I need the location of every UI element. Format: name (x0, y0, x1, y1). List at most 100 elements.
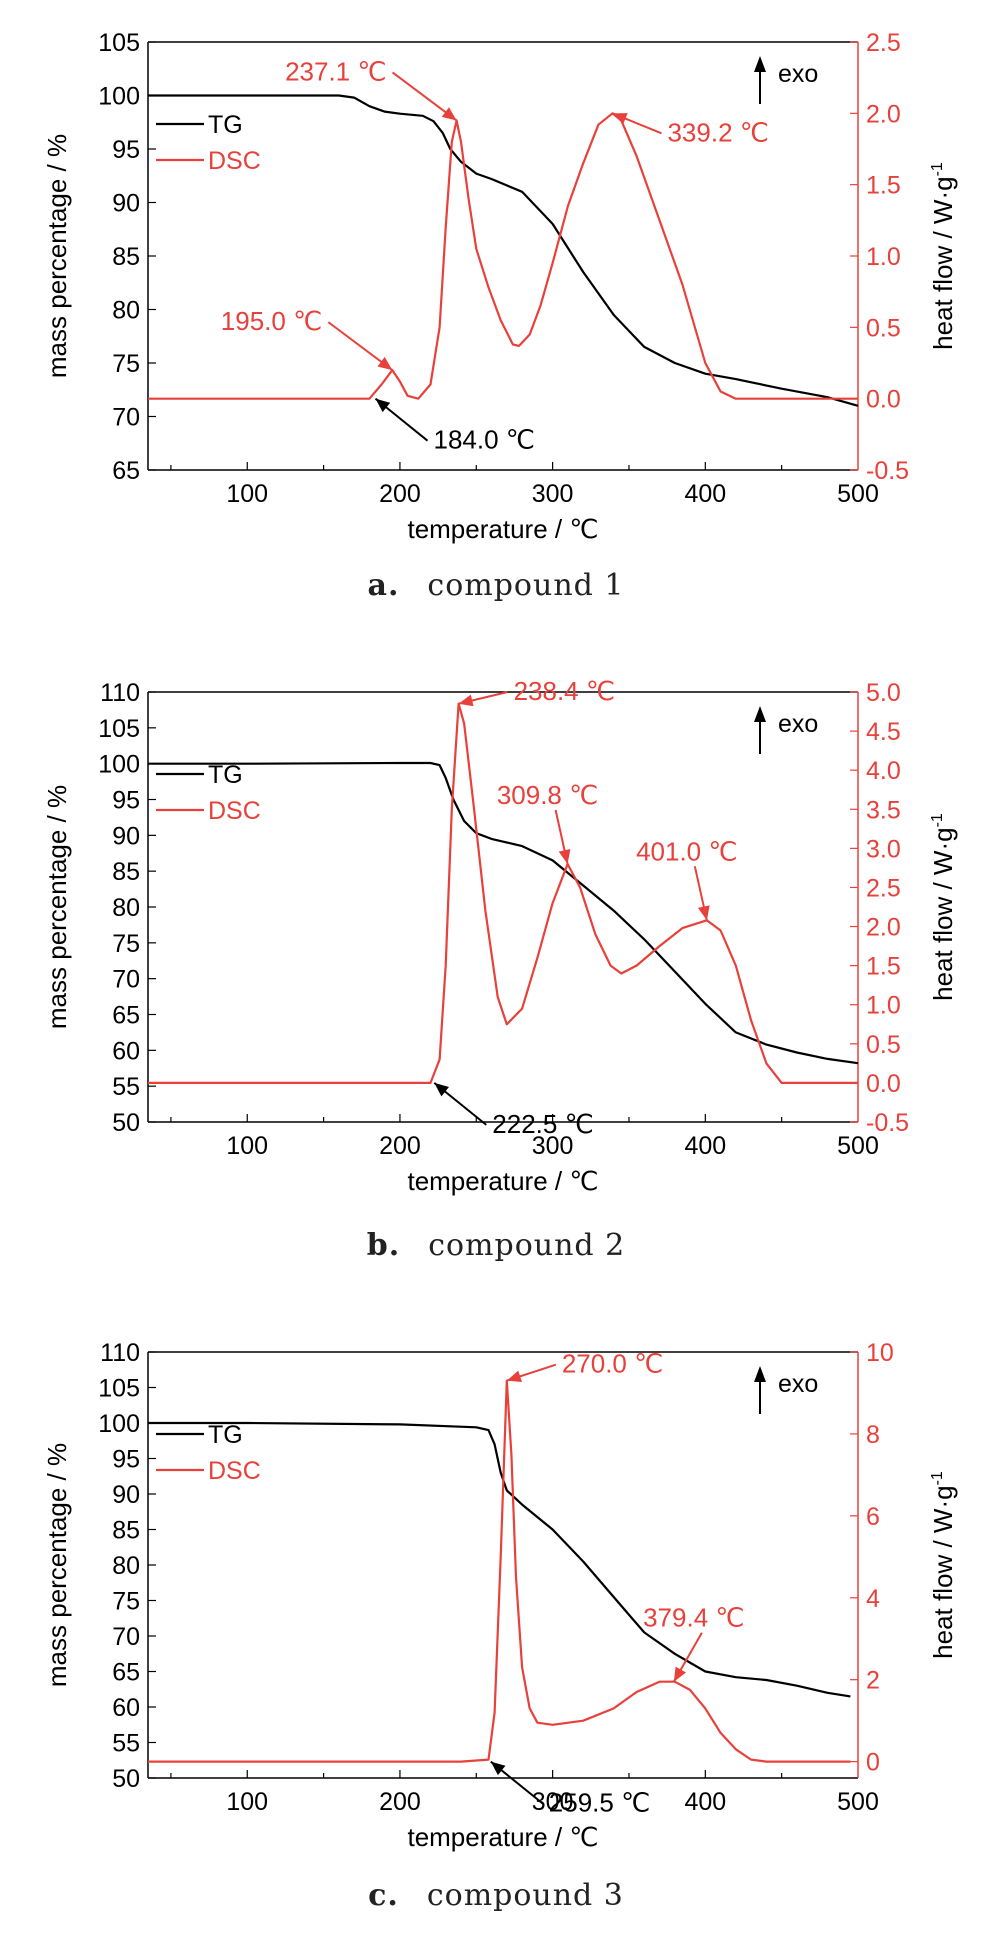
y-tick-label: 55 (112, 1073, 140, 1101)
legend-label-tg: TG (208, 111, 243, 139)
y2-tick-label: 0.0 (866, 386, 901, 414)
series-line-tg (148, 1421, 851, 1698)
y2-tick-label: 2 (866, 1667, 880, 1695)
annotation-arrow-head (377, 356, 393, 371)
y-tick-label: 70 (112, 404, 140, 432)
y2-tick-label: 3.5 (866, 796, 901, 824)
exo-label: exo (778, 1370, 818, 1398)
y-tick-label: 80 (112, 297, 140, 325)
caption-text: compound 3 (426, 1878, 624, 1913)
caption-compound-1: a. compound 1 (0, 568, 992, 603)
y-tick-label: 50 (112, 1109, 140, 1137)
y2-tick-label: -0.5 (866, 457, 909, 485)
series-line-dsc (148, 112, 858, 400)
series-line-dsc (148, 1379, 851, 1763)
annotation-label: 259.5 ℃ (549, 1788, 651, 1818)
y2-tick-label: 1.5 (866, 172, 901, 200)
y-tick-label: 110 (100, 1339, 140, 1367)
chart-compound-3: 100 200 300 400 5005055606570758085909510010… (42, 1339, 958, 1852)
caption-text: compound 1 (427, 568, 625, 603)
y-tick-label: 55 (112, 1730, 140, 1758)
y2-tick-label: 3.0 (866, 835, 901, 863)
y-tick-label: 85 (112, 858, 140, 886)
x-tick-label: 500 (837, 480, 879, 508)
caption-letter: a. (367, 568, 400, 603)
chart-compound-2: 100 200 300 400 500 50 55 60 65 70 75 80 85 90 95 100 10… (42, 676, 958, 1196)
annotation-label: 222.5 ℃ (492, 1109, 593, 1139)
y-tick-label: 75 (112, 1588, 140, 1616)
y2-tick-label: 5.0 (866, 679, 901, 707)
y-tick-label: 95 (112, 787, 140, 815)
y-tick-label: 60 (112, 1037, 140, 1065)
y-tick-label: 90 (112, 1481, 140, 1509)
y2-tick-label: 4 (866, 1585, 880, 1613)
annotation-arrow-head (375, 398, 391, 413)
y-tick-label: 105 (98, 715, 140, 743)
annotation-label: 237.1 ℃ (285, 56, 387, 86)
y2-tick-label: 2.5 (866, 874, 901, 902)
annotation-arrow-head (697, 905, 710, 921)
legend-label-dsc: DSC (208, 1457, 261, 1485)
panel-compound-1: 100 200 300 400 500 65 70 75 80 85 90 95 100 105 -0.5 0… (0, 0, 992, 620)
x-tick-label: 400 (684, 1132, 726, 1160)
chart-compound-1: 100 200 300 400 500 65 70 75 80 85 90 95 100 105 -0.5 0… (42, 29, 958, 544)
y-tick-label: 85 (112, 1517, 140, 1545)
annotation-label: 238.4 ℃ (514, 676, 616, 706)
annotation-arrow-head (458, 694, 474, 707)
y2-axis-label-superscript: -1 (929, 1471, 946, 1485)
caption-letter: c. (368, 1878, 399, 1913)
y-axis-label: mass percentage / % (42, 785, 72, 1029)
y-tick-label: 65 (112, 1002, 140, 1030)
annotation-label: 379.4 ℃ (643, 1603, 745, 1633)
y2-tick-label: 0.5 (866, 1031, 901, 1059)
y2-tick-label: 2.0 (866, 100, 901, 128)
y2-axis-label: heat flow / W·g-1 (928, 162, 958, 350)
series-line-tg (148, 94, 859, 407)
y2-tick-label: 0.0 (866, 1070, 901, 1098)
annotation-label: 401.0 ℃ (636, 836, 738, 866)
exo-label: exo (778, 710, 818, 738)
y-tick-label: 90 (112, 190, 140, 218)
x-axis-label: temperature / ℃ (407, 514, 598, 544)
annotation-label: 195.0 ℃ (221, 306, 323, 336)
caption-compound-3: c. compound 3 (0, 1878, 992, 1913)
exo-arrow-head (754, 1366, 766, 1382)
y-tick-label: 70 (112, 1623, 140, 1651)
y-tick-label: 100 (98, 751, 140, 779)
legend-label-tg: TG (208, 1421, 243, 1449)
y-tick-label: 75 (112, 930, 140, 958)
y-tick-label: 100 (98, 83, 140, 111)
x-tick-label: 300 (532, 480, 574, 508)
y2-tick-label: 6 (866, 1503, 880, 1531)
annotation-label: 309.8 ℃ (497, 780, 599, 810)
y2-tick-label: 8 (866, 1421, 880, 1449)
y-tick-label: 100 (98, 1410, 140, 1438)
x-tick-label: 100 (226, 480, 268, 508)
y-tick-label: 65 (112, 457, 140, 485)
y-tick-label: 105 (98, 29, 140, 57)
caption-compound-2: b. compound 2 (0, 1228, 992, 1263)
x-axis-label: temperature / ℃ (407, 1166, 598, 1196)
annotation-arrow-head (434, 1082, 449, 1097)
x-tick-label: 300 (532, 1132, 574, 1160)
y2-tick-label: 2.0 (866, 914, 901, 942)
y-tick-label: 60 (112, 1694, 140, 1722)
x-tick-label: 100 (226, 1788, 268, 1816)
annotation-label: 339.2 ℃ (667, 117, 769, 147)
annotation-arrow-head (558, 849, 571, 864)
annotation-label: 184.0 ℃ (434, 425, 536, 455)
y2-axis-label-superscript: -1 (929, 813, 946, 827)
legend-label-dsc: DSC (208, 147, 261, 175)
y-tick-label: 75 (112, 350, 140, 378)
y2-axis-label-superscript: -1 (929, 162, 946, 176)
y-tick-label: 95 (112, 1446, 140, 1474)
x-tick-label: 100 (226, 1132, 268, 1160)
y-tick-label: 105 (98, 1375, 140, 1403)
caption-letter: b. (366, 1228, 401, 1263)
annotation-arrow-head (612, 113, 628, 125)
annotation-arrow-head (506, 1370, 522, 1383)
y-tick-label: 80 (112, 1552, 140, 1580)
y2-tick-label: 0.5 (866, 314, 901, 342)
y-tick-label: 95 (112, 136, 140, 164)
